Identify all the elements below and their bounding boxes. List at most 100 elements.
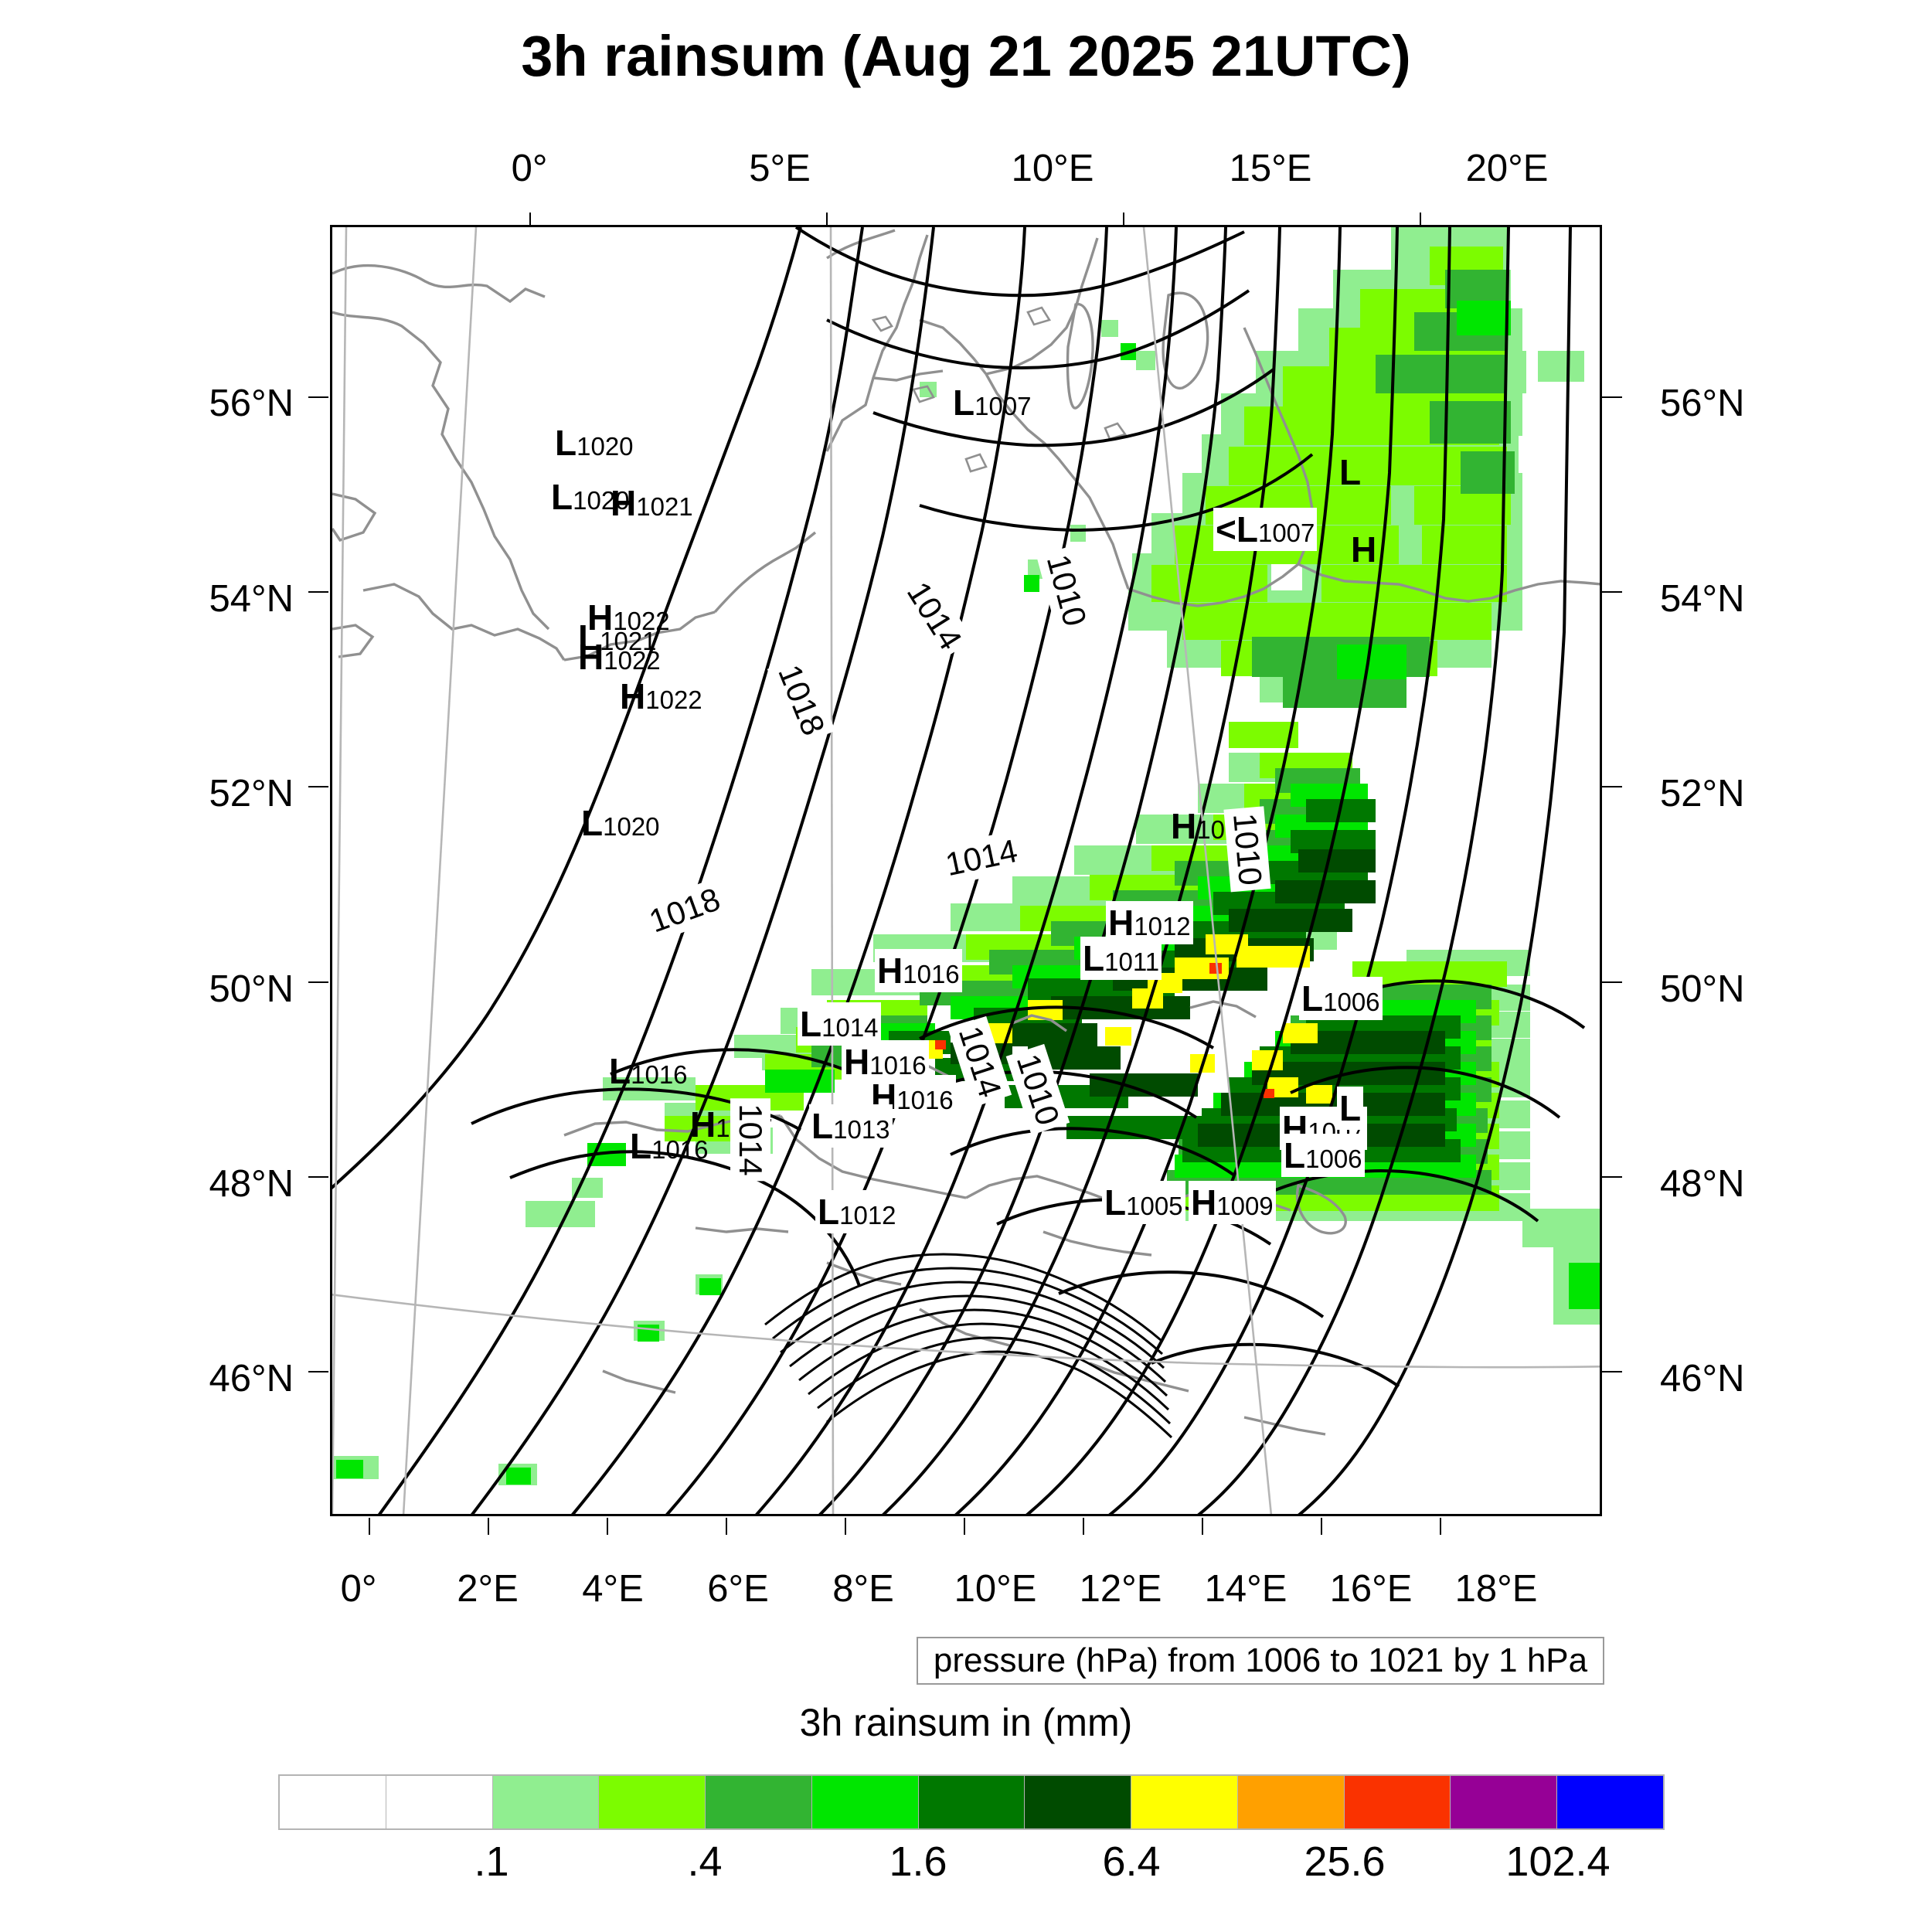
- pressure-center: L1006: [1299, 977, 1383, 1020]
- axis-label-bottom-5: 10°E: [954, 1568, 1037, 1610]
- pressure-center: H1022: [620, 676, 702, 716]
- colorbar-cell: [1557, 1776, 1663, 1828]
- pressure-center: H1016: [875, 949, 962, 992]
- pressure-center: H1012: [1106, 901, 1193, 944]
- graticule: [332, 227, 1600, 1514]
- axis-label-right-2: 52°N: [1660, 773, 1745, 815]
- colorbar-cell: [492, 1776, 600, 1828]
- pressure-center: L1020: [551, 477, 630, 517]
- pressure-center: L1016: [609, 1051, 688, 1091]
- tick-right: [1602, 1371, 1622, 1372]
- colorbar-cell: [280, 1776, 386, 1828]
- tick-bottom: [1321, 1518, 1322, 1535]
- pressure-legend-box: pressure (hPa) from 1006 to 1021 by 1 hP…: [917, 1637, 1604, 1685]
- tick-left: [308, 1176, 328, 1178]
- colorbar-label-5: 102.4: [1505, 1838, 1611, 1885]
- pressure-center: L1005: [1102, 1181, 1185, 1224]
- colorbar-cell: [918, 1776, 1026, 1828]
- axis-label-bottom-1: 2°E: [457, 1568, 519, 1610]
- axis-label-right-5: 46°N: [1660, 1358, 1745, 1400]
- axis-label-bottom-3: 6°E: [707, 1568, 769, 1610]
- pressure-center: H1022: [587, 597, 670, 638]
- axis-label-right-3: 50°N: [1660, 968, 1745, 1010]
- pressure-center: <L1007: [1213, 508, 1318, 551]
- colorbar-cell: [1025, 1776, 1132, 1828]
- pressure-center: H: [1351, 529, 1377, 570]
- tick-bottom: [726, 1518, 727, 1535]
- pressure-center: L1020: [581, 803, 660, 843]
- contour-label: 1010: [1223, 806, 1271, 893]
- colorbar-cell: [811, 1776, 919, 1828]
- tick-right: [1602, 1176, 1622, 1178]
- colorbar-cell: [1131, 1776, 1238, 1828]
- tick-bottom: [1202, 1518, 1203, 1535]
- colorbar: [278, 1774, 1665, 1830]
- axis-label-bottom-7: 14°E: [1204, 1568, 1287, 1610]
- tick-right: [1602, 591, 1622, 593]
- colorbar-cell: [599, 1776, 706, 1828]
- colorbar-cell: [1344, 1776, 1451, 1828]
- pressure-center: L1006: [1281, 1134, 1365, 1177]
- pressure-center: L1012: [815, 1190, 899, 1233]
- axis-label-top-1: 5°E: [749, 148, 811, 189]
- isobars: [332, 227, 1586, 1514]
- colorbar-label-1: .4: [687, 1838, 723, 1885]
- pressure-center: H1022: [578, 637, 661, 677]
- axis-label-left-4: 48°N: [209, 1163, 294, 1205]
- axis-label-left-3: 50°N: [209, 968, 294, 1010]
- tick-top: [529, 213, 531, 225]
- tick-right: [1602, 981, 1622, 983]
- pressure-center: H1021: [611, 483, 693, 523]
- axis-label-top-0: 0°: [511, 148, 548, 189]
- axis-label-bottom-8: 16°E: [1329, 1568, 1413, 1610]
- pressure-center: L1016: [630, 1126, 709, 1166]
- tick-bottom: [607, 1518, 608, 1535]
- colorbar-labels: .1 .4 1.6 6.4 25.6 102.4: [278, 1838, 1665, 1892]
- axis-label-right-4: 48°N: [1660, 1163, 1745, 1205]
- tick-left: [308, 786, 328, 787]
- colorbar-label-4: 25.6: [1304, 1838, 1386, 1885]
- tick-bottom: [1083, 1518, 1084, 1535]
- colorbar-cell: [1237, 1776, 1345, 1828]
- axis-label-right-0: 56°N: [1660, 383, 1745, 424]
- colorbar-cell: [706, 1776, 812, 1828]
- pressure-center: L1020: [555, 423, 634, 463]
- tick-right: [1602, 786, 1622, 787]
- colorbar-title: 3h rainsum in (mm): [799, 1701, 1133, 1744]
- colorbar-cell: [386, 1776, 493, 1828]
- pressure-center: L: [1339, 452, 1362, 492]
- pressure-center: L1013: [809, 1104, 893, 1148]
- axis-label-left-2: 52°N: [209, 773, 294, 815]
- tick-left: [308, 396, 328, 398]
- colorbar-label-3: 6.4: [1102, 1838, 1161, 1885]
- axis-label-bottom-4: 8°E: [832, 1568, 894, 1610]
- axis-label-bottom-0: 0°: [340, 1568, 377, 1610]
- tick-left: [308, 1371, 328, 1372]
- axis-label-left-1: 54°N: [209, 578, 294, 620]
- page-title: 3h rainsum (Aug 21 2025 21UTC): [521, 24, 1411, 88]
- tick-bottom: [369, 1518, 370, 1535]
- tick-top: [1123, 213, 1124, 225]
- colorbar-label-0: .1: [474, 1838, 509, 1885]
- axis-label-bottom-6: 12°E: [1079, 1568, 1162, 1610]
- pressure-center: L1007: [953, 383, 1032, 423]
- axis-label-top-2: 10°E: [1011, 148, 1094, 189]
- axis-label-bottom-2: 4°E: [582, 1568, 644, 1610]
- pressure-center: L1014: [798, 1002, 881, 1046]
- tick-left: [308, 981, 328, 983]
- axis-label-left-5: 46°N: [209, 1358, 294, 1400]
- tick-left: [308, 591, 328, 593]
- axis-label-top-4: 20°E: [1465, 148, 1549, 189]
- pressure-center: L1011: [1080, 937, 1162, 980]
- tick-bottom: [964, 1518, 965, 1535]
- axis-label-left-0: 56°N: [209, 383, 294, 424]
- pressure-center: L: [1337, 1087, 1364, 1130]
- axis-label-top-3: 15°E: [1229, 148, 1312, 189]
- contour-label: 1014: [730, 1098, 770, 1182]
- pressure-center: H1009: [1189, 1181, 1276, 1224]
- tick-bottom: [488, 1518, 489, 1535]
- tick-top: [1420, 213, 1421, 225]
- tick-right: [1602, 396, 1622, 398]
- colorbar-cell: [1451, 1776, 1558, 1828]
